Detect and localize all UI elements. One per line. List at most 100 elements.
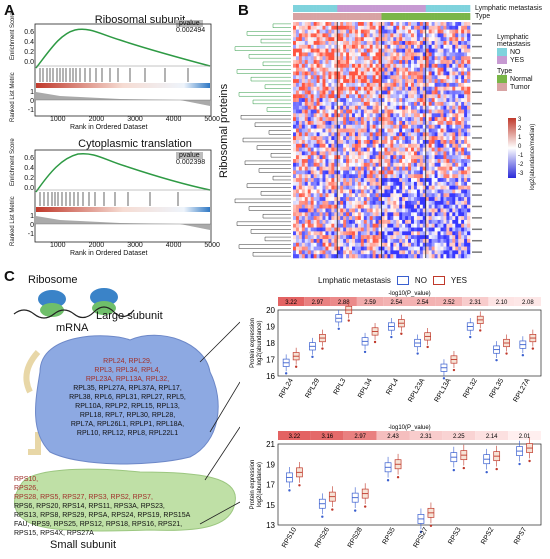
heatmap-cell: [346, 124, 350, 129]
heatmap-cell: [328, 90, 332, 95]
heatmap-cell: [304, 162, 309, 167]
heatmap-cell: [372, 48, 376, 53]
heatmap-cell: [387, 242, 391, 247]
heatmap-cell: [431, 128, 435, 133]
heatmap-cell: [369, 60, 373, 65]
heatmap-cell: [461, 185, 465, 190]
heatmap-cell: [349, 52, 353, 57]
heatmap-cell: [396, 166, 400, 171]
dendrogram-branch: [270, 153, 291, 158]
heatmap-cell: [360, 147, 365, 152]
heatmap-cell: [354, 189, 359, 194]
heatmap-cell: [399, 219, 403, 225]
heatmap-cell: [331, 170, 335, 175]
heatmap-cell: [464, 227, 468, 232]
heatmap-cell: [422, 63, 427, 68]
heatmap-cell: [340, 79, 344, 84]
heatmap-cell: [369, 151, 373, 156]
heatmap-cell: [467, 29, 471, 34]
heatmap-cell: [375, 185, 379, 190]
heatmap-cell: [357, 223, 362, 228]
heatmap-cell: [443, 86, 447, 91]
heatmap-cell: [428, 162, 432, 167]
heatmap-cell: [381, 128, 385, 133]
heatmap-cell: [434, 120, 438, 126]
heatmap-cell: [431, 136, 435, 141]
heatmap-cell: [408, 212, 412, 217]
heatmap-cell: [434, 82, 438, 88]
heatmap-cell: [455, 151, 459, 156]
heatmap-cell: [352, 63, 356, 68]
heatmap-cell: [440, 204, 444, 209]
heatmap-cell: [408, 63, 412, 68]
heatmap-cell: [393, 212, 397, 217]
heatmap-cell: [378, 94, 382, 99]
heatmap-cell: [313, 178, 317, 183]
heatmap-cell: [467, 140, 471, 145]
heatmap-cell: [328, 101, 332, 107]
heatmap-cell: [328, 132, 332, 137]
dendrogram-branch: [250, 76, 291, 82]
heatmap-cell: [381, 56, 385, 61]
heatmap-cell: [295, 60, 300, 65]
heatmap-cell: [375, 82, 379, 88]
heatmap-cell: [405, 94, 409, 99]
heatmap-cell: [349, 75, 353, 80]
heatmap-cell: [340, 33, 344, 38]
heatmap-cell: [293, 170, 297, 175]
heatmap-cell: [337, 166, 341, 171]
heatmap-cell: [343, 82, 347, 88]
heatmap-cell: [402, 98, 406, 103]
heatmap-cell: [399, 147, 403, 152]
heatmap-cell: [416, 33, 421, 38]
heatmap-cell: [405, 197, 409, 202]
heatmap-cell: [434, 117, 438, 122]
heatmap-cell: [343, 117, 347, 122]
dendrogram-branch: [268, 130, 291, 135]
heatmap-cell: [293, 41, 297, 46]
heatmap-cell: [372, 105, 376, 110]
heatmap-cell: [354, 162, 359, 167]
heatmap-cell: [369, 178, 373, 183]
heatmap-cell: [408, 56, 412, 61]
heatmap-cell: [467, 48, 471, 53]
heatmap-cell: [360, 33, 365, 38]
heatmap-cell: [366, 101, 370, 107]
heatmap-cell: [434, 94, 438, 99]
heatmap-cell: [413, 79, 418, 84]
heatmap-cell: [343, 208, 347, 213]
heatmap-cell: [425, 212, 429, 217]
track-cell-type: [434, 13, 438, 20]
heatmap-cell: [304, 67, 309, 72]
heatmap-cell: [387, 94, 391, 99]
heatmap-cell: [349, 86, 353, 91]
heatmap-cell: [384, 200, 388, 206]
heatmap-cell: [399, 71, 403, 76]
heatmap-cell: [413, 216, 418, 221]
heatmap-cell: [328, 75, 332, 80]
heatmap-cell: [413, 151, 418, 156]
heatmap-cell: [434, 246, 438, 251]
heatmap-cell: [316, 204, 320, 209]
heatmap-cell: [411, 25, 415, 30]
heatmap-cell: [431, 238, 435, 244]
outlier-point: [452, 368, 456, 372]
heatmap-cell: [402, 44, 406, 49]
heatmap-cell: [334, 155, 338, 160]
heatmap-cell: [360, 200, 365, 206]
heatmap-cell: [452, 204, 456, 209]
heatmap-cell: [354, 254, 359, 259]
heatmap-cell: [369, 128, 373, 133]
heatmap-cell: [307, 227, 311, 232]
dendrogram-branch: [260, 191, 291, 196]
heatmap-cell: [369, 254, 373, 259]
heatmap-cell: [322, 128, 326, 133]
heatmap-cell: [390, 98, 394, 103]
heatmap-cell: [446, 132, 450, 137]
heatmap-cell: [390, 159, 394, 164]
heatmap-cell: [378, 212, 382, 217]
track-cell-type: [363, 13, 368, 20]
heatmap-cell: [381, 151, 385, 156]
heatmap-cell: [328, 231, 332, 236]
heatmap-cell: [375, 132, 379, 137]
